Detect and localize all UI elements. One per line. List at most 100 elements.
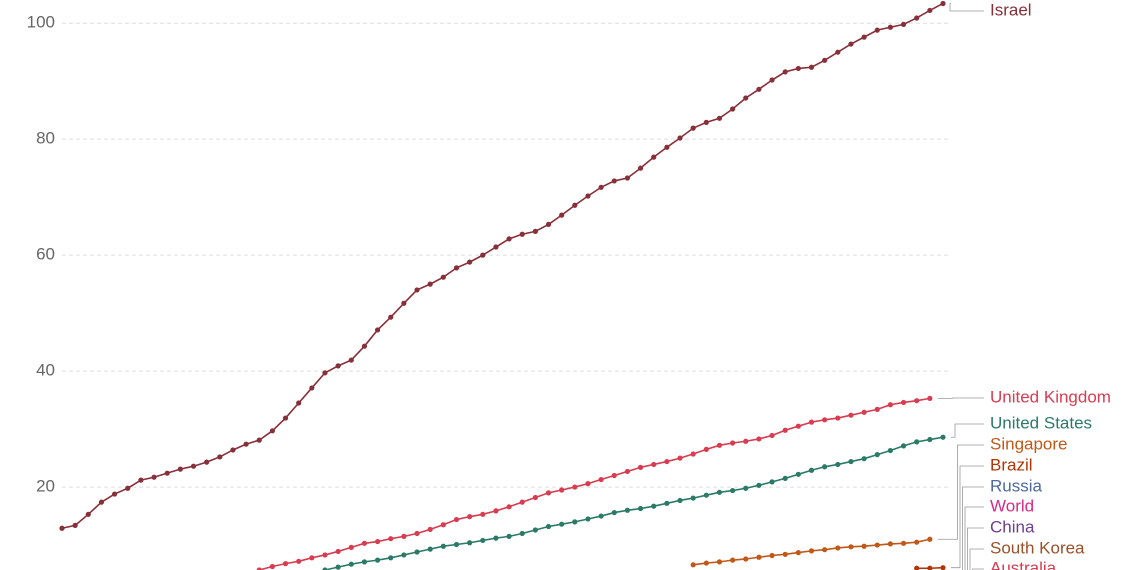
data-point	[756, 436, 762, 442]
data-point	[453, 265, 460, 271]
series-line	[259, 397, 930, 570]
data-point	[296, 558, 302, 564]
data-point	[624, 175, 631, 181]
data-point	[769, 479, 775, 485]
y-tick-label: 100	[27, 13, 55, 32]
data-point	[835, 461, 841, 468]
label-connector	[951, 465, 984, 569]
data-point	[585, 516, 591, 522]
data-point	[624, 468, 631, 475]
y-tick-label: 60	[36, 245, 55, 264]
label-connector	[962, 486, 984, 570]
data-point	[927, 565, 933, 570]
data-point	[453, 541, 460, 548]
data-point	[914, 565, 920, 570]
series-label: Singapore	[990, 434, 1068, 453]
label-connector	[969, 548, 984, 570]
data-point	[493, 535, 499, 541]
data-point	[637, 165, 644, 171]
data-point	[374, 538, 381, 545]
data-point	[572, 484, 578, 490]
data-point	[361, 343, 368, 349]
data-point	[125, 485, 131, 491]
data-point	[795, 423, 801, 429]
data-point	[335, 564, 341, 570]
data-point	[322, 567, 328, 570]
y-tick-label: 40	[36, 361, 55, 380]
data-point	[637, 505, 644, 512]
data-point	[914, 439, 920, 445]
data-point	[703, 119, 709, 125]
data-point	[874, 406, 880, 412]
data-point	[835, 49, 841, 55]
data-point	[309, 385, 315, 391]
data-point	[914, 398, 920, 404]
data-point	[388, 536, 394, 542]
data-point	[900, 443, 907, 449]
data-point	[532, 228, 538, 234]
data-point	[572, 519, 578, 525]
data-point	[887, 402, 894, 408]
data-point	[480, 252, 486, 258]
data-point	[782, 475, 788, 481]
data-point	[545, 523, 552, 530]
data-point	[85, 511, 91, 517]
data-point	[637, 464, 644, 470]
label-connector	[951, 423, 984, 438]
series-line	[61, 2, 944, 530]
data-point	[664, 144, 670, 150]
data-point	[414, 530, 420, 537]
data-point	[703, 492, 709, 498]
data-point	[690, 451, 696, 457]
data-point	[756, 86, 762, 92]
data-point	[427, 281, 433, 287]
data-point	[690, 125, 696, 131]
data-point	[624, 507, 631, 513]
data-point	[861, 409, 867, 415]
series-label: China	[990, 517, 1035, 536]
data-point	[835, 415, 841, 421]
data-point	[164, 470, 170, 476]
data-point	[861, 543, 867, 549]
data-point	[111, 491, 118, 497]
data-point	[756, 554, 762, 560]
label-connector	[949, 3, 984, 12]
data-point	[651, 154, 657, 160]
data-point	[388, 555, 394, 561]
data-point	[808, 419, 815, 425]
data-point	[914, 15, 920, 21]
data-point	[940, 0, 946, 7]
data-point	[427, 526, 433, 533]
data-point	[361, 559, 368, 565]
data-point	[822, 417, 828, 423]
data-point	[480, 511, 486, 517]
data-point	[848, 412, 854, 418]
data-point	[743, 485, 749, 491]
data-point	[401, 552, 407, 558]
data-point	[401, 300, 407, 306]
data-point	[769, 77, 775, 83]
data-point	[559, 212, 565, 218]
series-label: United States	[990, 413, 1092, 432]
data-point	[256, 567, 262, 570]
data-point	[322, 370, 328, 376]
data-point	[940, 434, 946, 440]
data-point	[440, 274, 446, 280]
data-point	[467, 540, 473, 546]
data-point	[782, 69, 788, 75]
data-point	[506, 236, 512, 242]
data-point	[519, 499, 525, 505]
data-point	[493, 508, 499, 514]
data-point	[730, 106, 736, 112]
data-point	[664, 458, 670, 465]
data-point	[427, 546, 433, 552]
data-point	[598, 184, 604, 190]
data-point	[532, 527, 538, 533]
data-point	[743, 556, 749, 562]
data-point	[887, 541, 894, 547]
data-point	[611, 178, 617, 184]
data-point	[835, 545, 841, 551]
data-point	[296, 400, 302, 406]
data-point	[848, 41, 854, 47]
